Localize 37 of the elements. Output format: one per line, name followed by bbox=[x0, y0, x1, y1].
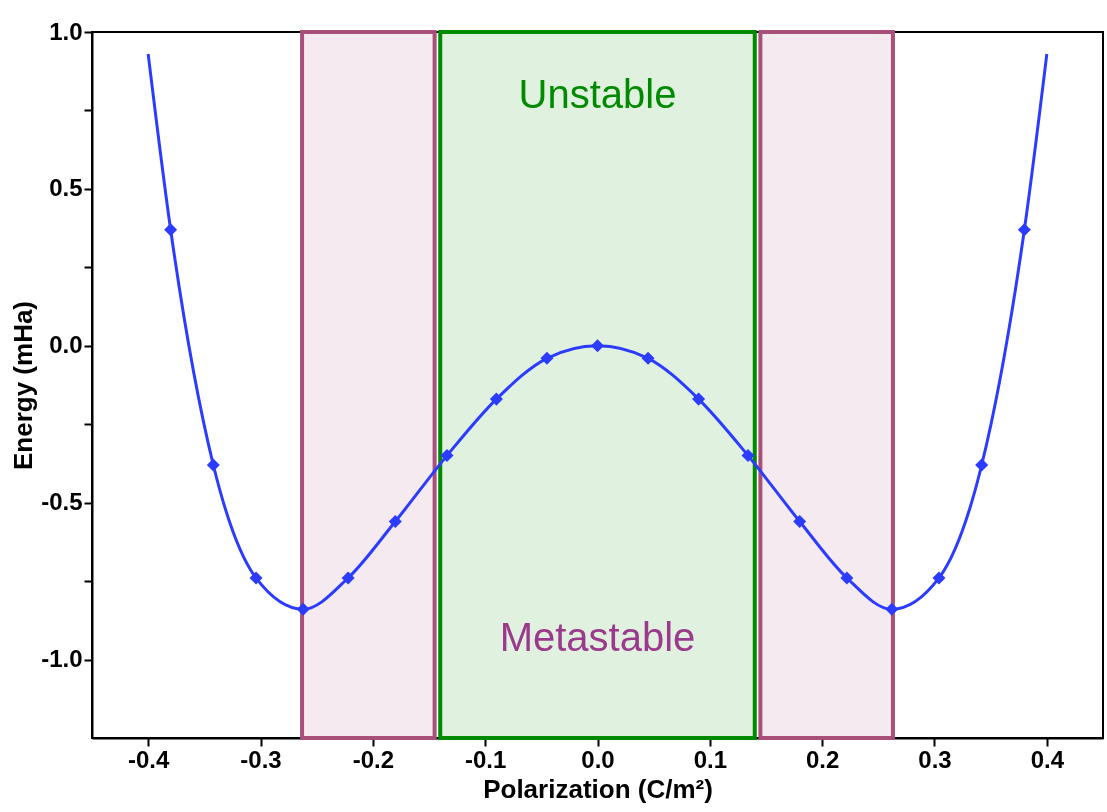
point bbox=[540, 351, 554, 365]
x-tick-label: 0.2 bbox=[805, 745, 840, 773]
band-label: Unstable bbox=[518, 71, 677, 116]
point bbox=[1017, 223, 1031, 237]
point bbox=[885, 602, 899, 616]
point bbox=[590, 339, 605, 353]
point bbox=[440, 449, 454, 463]
point bbox=[975, 458, 989, 472]
x-axis-title: Polarization (C/m²) bbox=[483, 773, 713, 804]
x-tick-label: -0.3 bbox=[240, 745, 282, 773]
y-tick-label: 0.5 bbox=[49, 174, 83, 202]
x-tick-label: 0.1 bbox=[693, 745, 728, 773]
x-tick-label: -0.4 bbox=[127, 745, 170, 773]
x-tick-label: 0.0 bbox=[581, 745, 615, 773]
y-tick-label: 1.0 bbox=[49, 17, 83, 45]
point bbox=[249, 571, 263, 585]
y-tick-label: -0.5 bbox=[41, 488, 83, 516]
x-tick-label: 0.3 bbox=[918, 745, 952, 773]
x-tick-label: -0.2 bbox=[352, 745, 395, 773]
x-tick-label: 0.4 bbox=[1030, 745, 1065, 773]
point bbox=[206, 458, 220, 472]
point bbox=[932, 571, 946, 585]
y-tick-label: 0.0 bbox=[49, 331, 83, 359]
y-axis-title: Energy (mHa) bbox=[8, 300, 39, 471]
x-tick-label: -0.1 bbox=[464, 745, 507, 773]
point bbox=[741, 449, 755, 463]
point bbox=[641, 351, 655, 365]
point bbox=[164, 223, 178, 237]
point bbox=[489, 392, 503, 406]
point bbox=[388, 514, 402, 529]
annotation: Metastable bbox=[499, 615, 696, 660]
y-tick-label: -1.0 bbox=[41, 645, 83, 673]
point bbox=[692, 392, 706, 406]
point bbox=[341, 571, 355, 585]
point bbox=[793, 514, 807, 529]
point bbox=[296, 602, 310, 616]
point bbox=[840, 571, 854, 585]
